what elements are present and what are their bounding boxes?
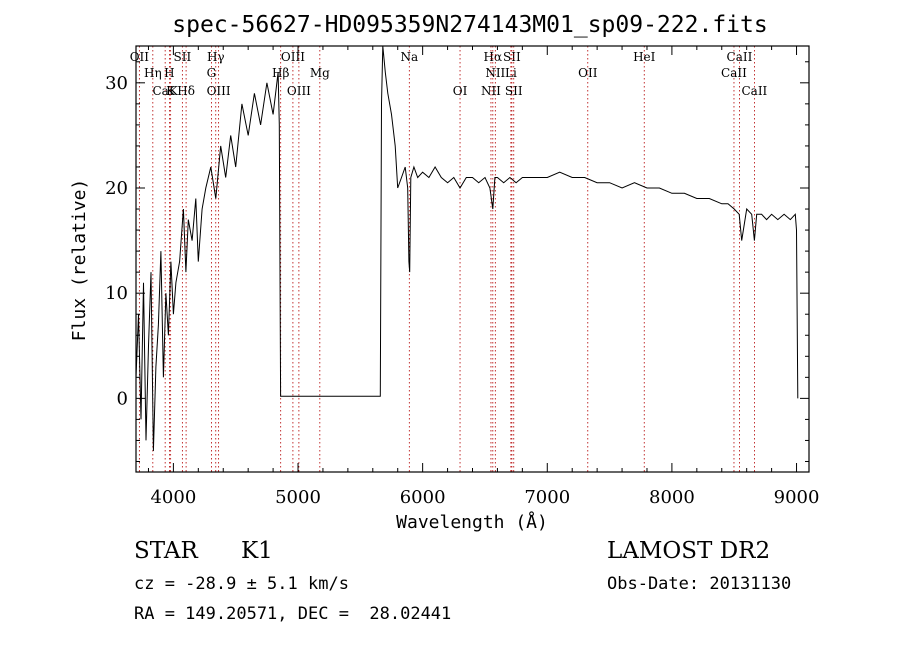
redshift-readout: cz = -28.9 ± 5.1 km/s xyxy=(134,574,349,594)
x-tick-label: 6000 xyxy=(400,487,446,508)
spectral-line-label: HeI xyxy=(633,50,656,64)
spectral-line-label: CaII xyxy=(727,50,753,64)
spectral-line-label: OIII xyxy=(287,84,311,98)
spectral-line-label: CaII xyxy=(721,66,747,80)
spectral-line-label: CaK xyxy=(153,84,179,98)
spectral-line-label: Li xyxy=(505,66,517,80)
spectral-line-label: Hβ xyxy=(272,66,289,80)
spectral-line-label: NII xyxy=(481,84,501,98)
object-class: STAR xyxy=(134,538,198,564)
spectral-line-label: OIII xyxy=(207,84,231,98)
spectral-line-label: OII xyxy=(130,50,150,64)
spectral-line-label: H xyxy=(164,66,174,80)
spectral-line-label: CaII xyxy=(741,84,767,98)
spectral-line-label: Hη xyxy=(144,66,162,80)
object-subclass: K1 xyxy=(241,538,273,564)
x-tick-label: 9000 xyxy=(774,487,820,508)
spectral-line-label: Hγ xyxy=(207,50,225,64)
coordinates-readout: RA = 149.20571, DEC = 28.02441 xyxy=(134,604,452,624)
spectral-line-label: G xyxy=(207,66,217,80)
x-tick-label: 4000 xyxy=(150,487,196,508)
y-tick-label: 0 xyxy=(117,388,128,409)
survey-name: LAMOST DR2 xyxy=(607,538,771,564)
plot-frame xyxy=(135,45,810,473)
y-tick-label: 20 xyxy=(105,178,128,199)
spectral-line-label: Hδ xyxy=(177,84,195,98)
y-tick-label: 10 xyxy=(105,283,128,304)
spectrum-line xyxy=(135,45,799,452)
x-tick-label: 7000 xyxy=(524,487,570,508)
chart-title: spec-56627-HD095359N274143M01_sp09-222.f… xyxy=(172,12,767,38)
spectral-line-label: OII xyxy=(578,66,598,80)
x-axis-label: Wavelength (Å) xyxy=(396,511,548,533)
spectral-line-label: OI xyxy=(453,84,468,98)
spectral-line-label: SII xyxy=(503,50,521,64)
spectral-line-label: K xyxy=(166,84,176,98)
spectral-line-label: SII xyxy=(505,84,523,98)
y-tick-label: 30 xyxy=(105,73,128,94)
y-axis-label: Flux (relative) xyxy=(69,179,90,342)
spectral-line-label: SII xyxy=(174,50,192,64)
x-tick-label: 5000 xyxy=(275,487,321,508)
spectral-line-label: Hα xyxy=(484,50,503,64)
spectral-line-label: Na xyxy=(400,50,418,64)
x-tick-label: 8000 xyxy=(649,487,695,508)
spectral-line-label: OIII xyxy=(281,50,305,64)
spectral-line-label: NII xyxy=(485,66,505,80)
observation-date: Obs-Date: 20131130 xyxy=(607,574,792,594)
spectral-line-label: Mg xyxy=(310,66,330,80)
